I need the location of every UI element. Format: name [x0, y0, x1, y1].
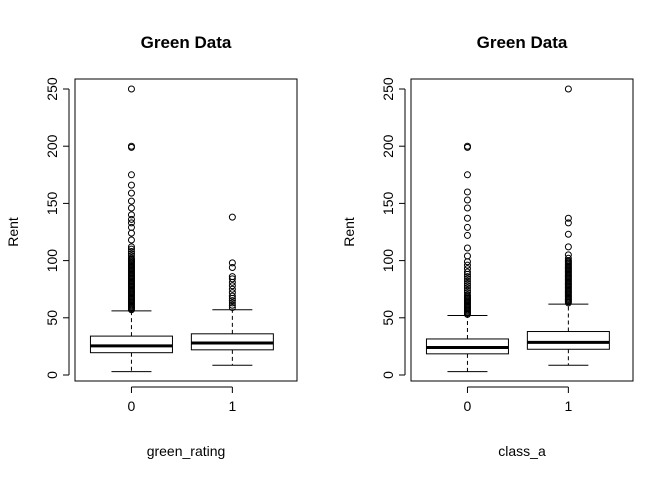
chart-title: Green Data	[141, 33, 232, 52]
y-tick-label: 100	[44, 249, 60, 273]
outlier-point	[127, 247, 135, 255]
y-tick-label: 200	[380, 134, 396, 158]
outlier-point	[564, 251, 572, 259]
outlier-point	[127, 229, 135, 237]
outlier-point	[127, 85, 135, 93]
outlier-point	[564, 243, 572, 251]
outlier-point	[228, 259, 236, 267]
outlier-point	[463, 204, 471, 212]
y-tick-label: 100	[380, 249, 396, 273]
outlier-point	[127, 142, 135, 150]
outlier-point	[564, 219, 572, 227]
x-tick-label: 1	[564, 398, 572, 414]
outlier-point	[564, 214, 572, 222]
outlier-point	[463, 275, 471, 283]
y-tick-label: 0	[380, 371, 396, 379]
box-1	[190, 213, 274, 366]
y-axis-label: Rent	[341, 217, 357, 247]
outlier-point	[228, 213, 236, 221]
outlier-point	[228, 282, 236, 290]
y-tick-label: 250	[44, 77, 60, 101]
outlier-point	[463, 196, 471, 204]
x-axis-label: class_a	[498, 443, 546, 459]
outlier-point	[127, 189, 135, 197]
outlier-point	[228, 289, 236, 297]
y-tick-label: 200	[44, 134, 60, 158]
y-axis-label: Rent	[5, 217, 21, 247]
outlier-point	[463, 265, 471, 273]
outlier-point	[463, 284, 471, 292]
outlier-point	[463, 291, 471, 299]
outlier-point	[127, 171, 135, 179]
outlier-point	[463, 273, 471, 281]
outlier-point	[228, 263, 236, 271]
chart-title: Green Data	[477, 33, 568, 52]
outlier-point	[228, 299, 236, 307]
outlier-point	[127, 219, 135, 227]
outlier-point	[228, 285, 236, 293]
outlier-point	[127, 181, 135, 189]
outlier-point	[127, 254, 135, 262]
y-tick-label: 150	[380, 192, 396, 216]
outlier-point	[127, 223, 135, 231]
outlier-point	[564, 254, 572, 262]
outlier-point	[228, 292, 236, 300]
outlier-point	[127, 204, 135, 212]
outlier-point	[228, 273, 236, 281]
outlier-point	[127, 252, 135, 260]
outlier-point	[127, 250, 135, 258]
y-tick-label: 50	[44, 310, 60, 326]
outlier-point	[127, 211, 135, 219]
outlier-point	[127, 245, 135, 253]
outlier-point	[463, 188, 471, 196]
x-tick-label: 0	[464, 398, 472, 414]
outlier-point	[463, 231, 471, 239]
y-tick-label: 0	[44, 371, 60, 379]
plot-frame	[410, 78, 634, 382]
outlier-point	[463, 279, 471, 287]
outlier-point	[463, 286, 471, 294]
outlier-point	[564, 85, 572, 93]
y-tick-label: 250	[380, 77, 396, 101]
outlier-point	[463, 277, 471, 285]
outlier-point	[463, 223, 471, 231]
box-0	[89, 85, 173, 373]
box-1	[526, 85, 610, 366]
boxplot-panel-green-rating: Green Data green_rating Rent 0 50 100 150 20…	[5, 33, 298, 459]
outlier-point	[127, 243, 135, 251]
outlier-point	[463, 252, 471, 260]
outlier-point	[463, 282, 471, 290]
outlier-point	[463, 244, 471, 252]
y-tick-label: 150	[44, 192, 60, 216]
outlier-point	[228, 275, 236, 283]
y-tick-label: 50	[380, 310, 396, 326]
outlier-point	[463, 268, 471, 276]
outlier-point	[463, 289, 471, 297]
x-axis-label: green_rating	[147, 443, 226, 459]
outlier-point	[564, 230, 572, 238]
x-tick-label: 1	[228, 398, 236, 414]
box-iqr	[526, 331, 610, 350]
outlier-point	[228, 304, 236, 312]
outlier-point	[228, 301, 236, 309]
outlier-point	[463, 261, 471, 269]
x-tick-label: 0	[128, 398, 136, 414]
outlier-point	[127, 236, 135, 244]
box-0	[425, 142, 509, 373]
outlier-point	[228, 297, 236, 305]
boxplot-panel-class-a: Green Data class_a Rent 050100150200250 …	[341, 33, 634, 459]
outlier-point	[463, 214, 471, 222]
outlier-point	[127, 215, 135, 223]
outlier-point	[127, 197, 135, 205]
outlier-point	[463, 142, 471, 150]
plot-frame	[74, 78, 298, 382]
outlier-point	[463, 171, 471, 179]
